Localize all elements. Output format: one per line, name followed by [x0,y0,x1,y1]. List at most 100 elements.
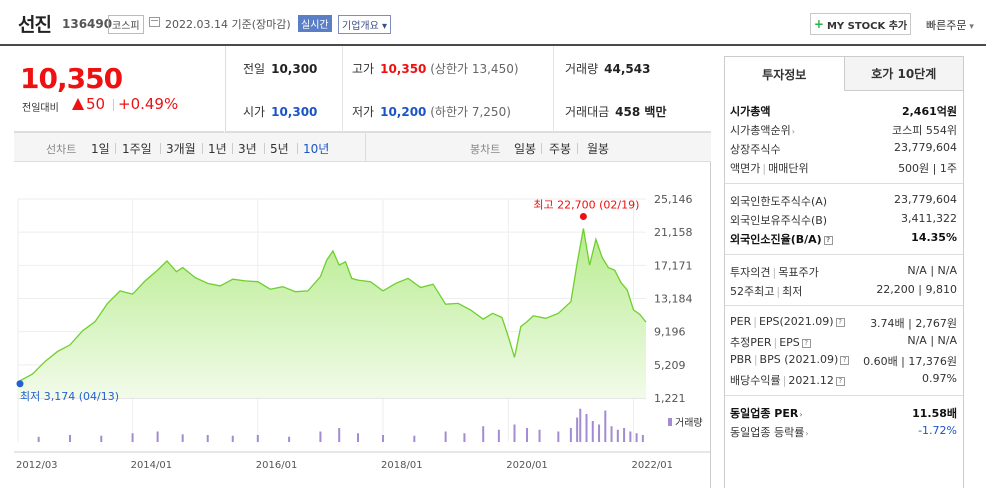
price-change-percent: +0.49% [118,95,179,113]
volume-legend-label: 거래량 [675,417,703,429]
divider [342,46,343,132]
volume-bar [497,429,500,442]
low-label: 최저 3,174 (04/13) [20,390,119,403]
period-1w[interactable]: 1주일 [122,142,152,156]
volume-bar [598,424,601,442]
y-tick-label: 25,146 [654,193,693,206]
current-price: 10,350 [20,62,123,95]
help-icon[interactable]: ? [801,339,811,348]
x-tick-label: 2020/01 [506,460,548,471]
quick-order-button[interactable]: 빠른주문 ▾ [926,17,974,33]
divider [553,46,554,132]
divider: | [753,315,757,328]
volume-bar [604,410,607,442]
help-icon[interactable]: ? [823,236,833,245]
foreign-hold-row: 외국인보유주식수(B) 3,411,322 [725,210,963,229]
price-chart-svg: 25,146 21,158 17,171 13,184 9,196 5,209 1,221 2… [14,193,711,471]
plus-icon: + [813,17,824,31]
volume-bar [68,435,71,442]
high-price: 고가 10,350 (상한가 13,450) [352,60,519,77]
foreign-ratio-text: 외국인소진율(B/A) [730,233,822,246]
low-price: 저가 10,200 (하한가 7,250) [352,103,511,120]
open-label: 시가 [243,105,266,119]
market-badge: 코스피 [108,15,144,34]
foreign-ratio-row: 외국인소진율(B/A)? 14.35% [725,229,963,248]
face-unit-label: 액면가 | 매매단위 [730,160,809,176]
info-tabs: 투자정보 호가 10단계 [725,57,963,91]
pbr-bps-row: PBR | BPS (2021.09)? 0.60배 | 17,376원 [725,351,963,370]
candle-monthly[interactable]: 월봉 [587,142,610,156]
x-tick-label: 2018/01 [381,460,423,471]
volume-bar [641,435,644,442]
volume-bar [288,436,291,442]
pbr-bps-label: PBR | BPS (2021.09)? [730,353,850,366]
x-tick-label: 2014/01 [131,460,173,471]
volume-bar [131,433,134,442]
face-label: 액면가 [730,162,761,175]
divider [297,143,298,154]
period-5y[interactable]: 5년 [270,142,289,156]
price-chart[interactable]: 25,146 21,158 17,171 13,184 9,196 5,209 1,221 2… [14,162,711,488]
volume-bar [37,436,40,442]
period-3m[interactable]: 3개월 [166,142,196,156]
y-tick-label: 9,196 [654,326,686,339]
tab-invest-info[interactable]: 투자정보 [725,57,845,91]
low-marker [16,380,24,388]
shares-value: 23,779,604 [894,141,957,154]
stock-header: 선진 136490 코스피 2022.03.14 기준(장마감) 실시간 기업개… [0,0,986,46]
price-stats: 전일 10,300 고가 10,350 (상한가 13,450) 거래량 44,543… [225,46,711,132]
stock-code: 136490 [62,17,113,31]
period-1d[interactable]: 1일 [91,142,110,156]
per-eps-row: PER | EPS(2021.09)? 3.74배 | 2,767원 [725,313,963,332]
volume-bar [576,417,579,442]
volume-bar [482,426,485,442]
add-mystock-button[interactable]: + MY STOCK 추가 [810,13,911,35]
candle-chart-label: 봉차트 [470,143,501,156]
period-1y[interactable]: 1년 [208,142,227,156]
per-eps-label: PER | EPS(2021.09)? [730,315,845,328]
cap-rank-label[interactable]: 시가총액순위› [730,122,795,138]
help-icon[interactable]: ? [835,377,845,386]
dividend-row: 배당수익률 | 2021.12? 0.97% [725,370,963,389]
dividend-text: 배당수익률 [730,374,781,387]
target-text: 목표주가 [778,266,819,279]
market-cap-value: 2,461억원 [901,105,957,118]
x-tick-label: 2022/01 [631,460,673,471]
volume: 거래량 44,543 [565,60,650,77]
section-divider [725,305,963,306]
sector-per-label[interactable]: 동일업종 PER› [730,405,803,421]
candle-daily[interactable]: 일봉 [514,142,537,156]
company-info-dropdown[interactable]: 기업개요 ▾ [338,15,392,34]
volume-value: 44,543 [604,62,651,76]
add-mystock-label: MY STOCK 추가 [826,20,908,32]
y-tick-label: 5,209 [654,359,686,372]
sector-rate-label[interactable]: 동일업종 등락률› [730,424,809,440]
candle-weekly[interactable]: 주봉 [549,142,572,156]
help-icon[interactable]: ? [840,356,850,365]
volume-bar [338,428,341,442]
volume-bar [256,435,259,442]
volume-bar [557,431,560,442]
dividend-date: 2021.12 [788,374,834,387]
divider [232,143,233,154]
help-icon[interactable]: ? [835,318,845,327]
period-3y[interactable]: 3년 [238,142,257,156]
unit-label: 매매단위 [768,162,809,175]
cap-rank-row: 시가총액순위› 코스피 554위 [725,120,963,139]
invest-info-panel: 투자정보 호가 10단계 시가총액 2,461억원 시가총액순위› 코스피 55… [724,56,964,488]
calendar-icon [149,17,160,27]
volume-bar [579,408,582,442]
period-10y[interactable]: 10년 [303,142,330,156]
shares-label: 상장주식수 [730,143,781,156]
price-change: 50 [72,95,105,113]
est-per-row: 추정PER | EPS? N/A | N/A [725,332,963,351]
tab-orderbook[interactable]: 호가 10단계 [844,57,963,91]
sector-per-text: 동일업종 PER [730,407,799,420]
stock-name: 선진 [18,14,52,36]
trade-amount-value: 458 백만 [615,105,667,119]
week52-high-text: 52주최고 [730,285,775,298]
volume-bar [513,424,516,442]
volume-bar [100,435,103,442]
realtime-button[interactable]: 실시간 [298,15,332,32]
volume-bar [569,428,572,442]
